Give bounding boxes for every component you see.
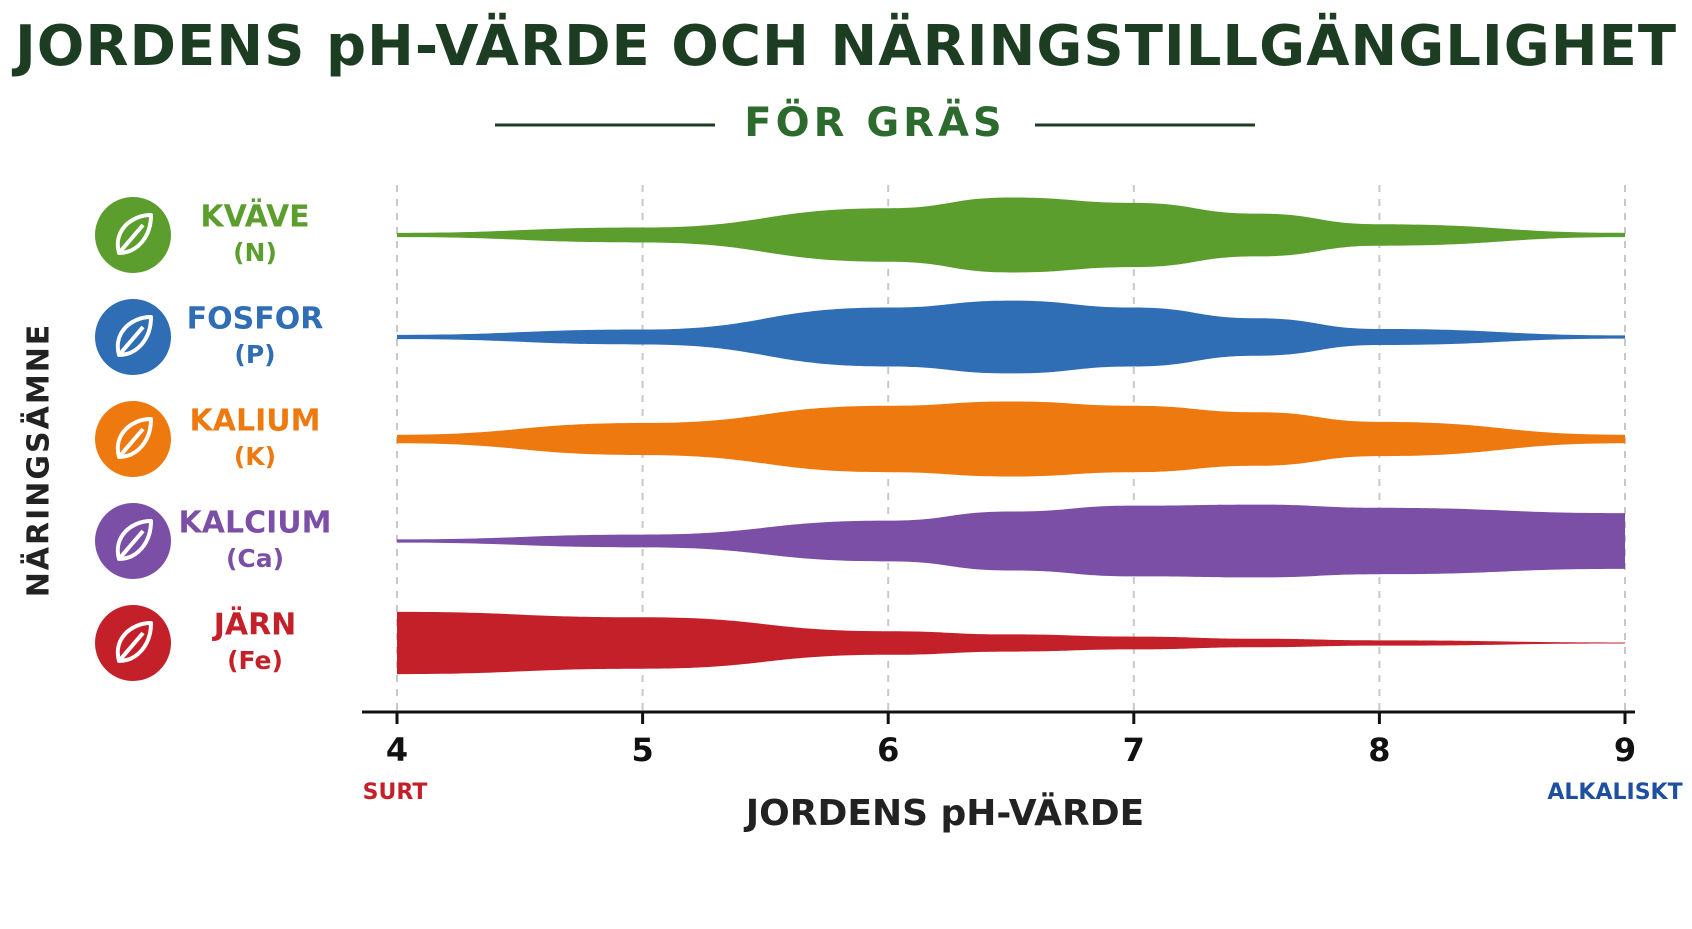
x-tick-label: 4 [386, 731, 408, 769]
availability-band [397, 197, 1625, 273]
legend-symbol: (Fe) [227, 646, 283, 675]
nutrient-icon-glyph [115, 213, 153, 255]
legend-label: KALCIUM [179, 506, 332, 541]
legend-label: JÄRN [212, 607, 297, 643]
nutrient-icon-glyph [115, 621, 153, 663]
legend-label: FOSFOR [187, 302, 324, 337]
nutrient-icon-glyph [115, 315, 153, 357]
legend-label: KVÄVE [200, 199, 309, 235]
x-tick-label: 5 [631, 731, 653, 769]
legend-symbol: (P) [234, 340, 275, 369]
legend-symbol: (Ca) [226, 544, 284, 573]
x-start-label: SURT [363, 780, 428, 805]
availability-band [397, 504, 1625, 578]
availability-band [397, 611, 1625, 675]
nutrient-icon-glyph [115, 519, 153, 561]
x-tick-label: 9 [1614, 731, 1636, 769]
chart-subtitle: FÖR GRÄS [744, 98, 1005, 146]
availability-band [397, 401, 1625, 477]
y-axis-title: NÄRINGSÄMNE [21, 323, 57, 598]
chart-title: JORDENS pH-VÄRDE OCH NÄRINGSTILLGÄNGLIGH… [11, 14, 1677, 79]
legend-symbol: (K) [234, 442, 276, 471]
nutrient-icon-glyph [115, 417, 153, 459]
x-tick-label: 7 [1123, 731, 1145, 769]
availability-band [397, 300, 1625, 374]
x-tick-label: 8 [1368, 731, 1390, 769]
legend-symbol: (N) [233, 238, 277, 267]
x-tick-label: 6 [877, 731, 899, 769]
legend-label: KALIUM [190, 404, 321, 439]
x-axis-title: JORDENS pH-VÄRDE [743, 792, 1144, 834]
x-end-label: ALKALISKT [1547, 780, 1682, 805]
